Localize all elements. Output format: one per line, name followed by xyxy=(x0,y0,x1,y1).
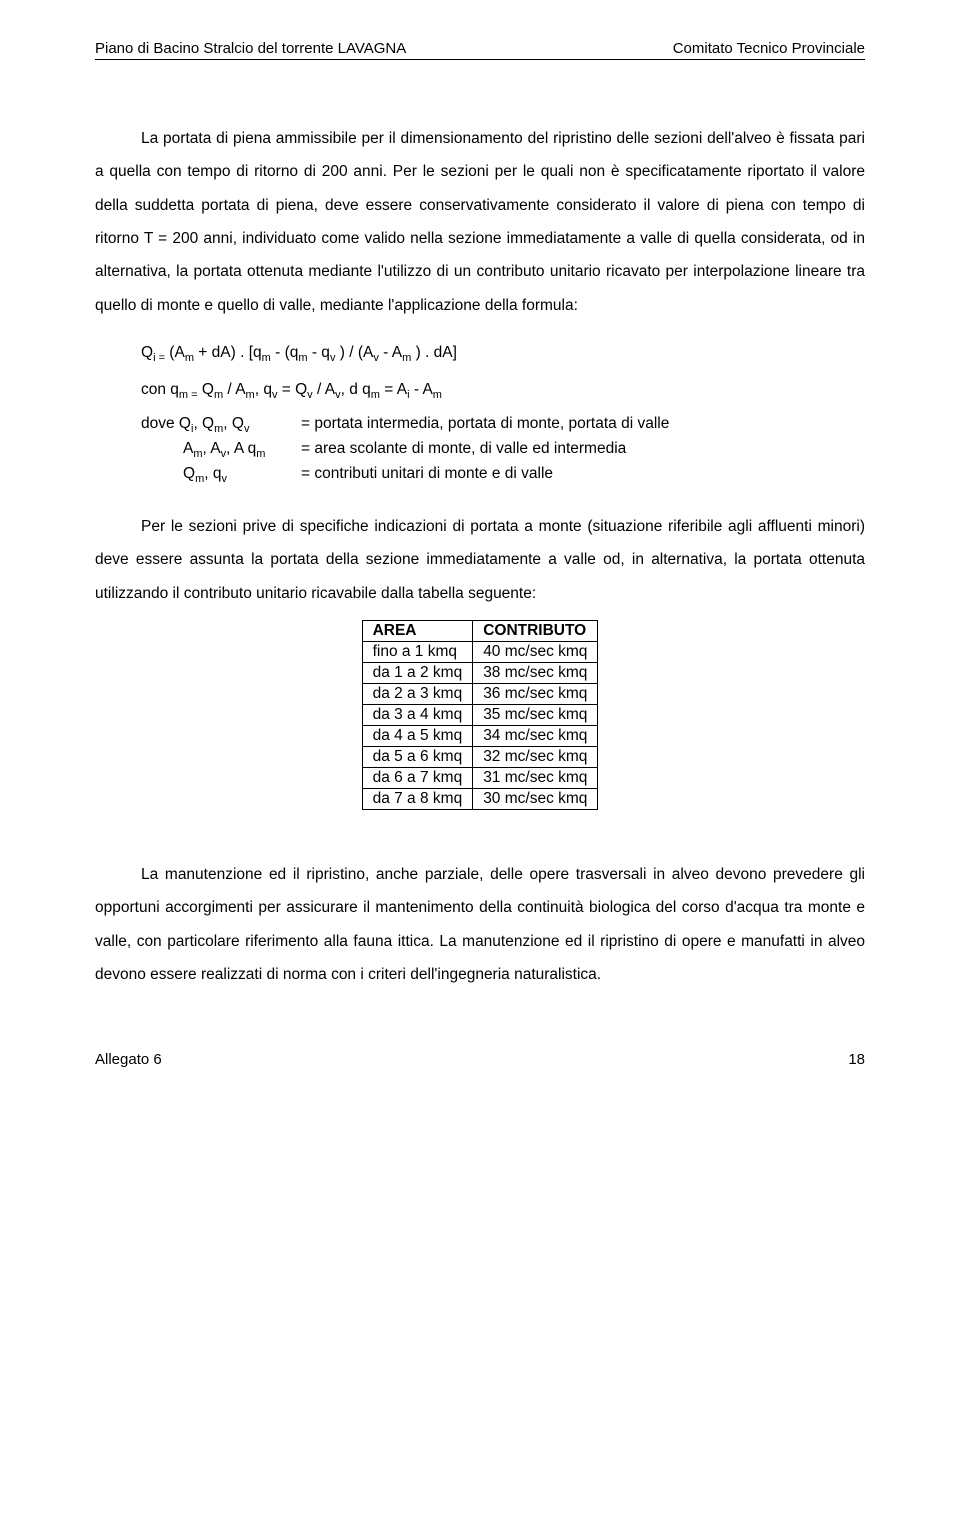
footer-right: 18 xyxy=(848,1051,865,1068)
table-cell-area: da 2 a 3 kmq xyxy=(362,683,473,704)
area-contributo-table: AREA CONTRIBUTO fino a 1 kmq40 mc/sec km… xyxy=(362,620,599,810)
table-header-contrib: CONTRIBUTO xyxy=(473,620,598,641)
paragraph-1: La portata di piena ammissibile per il d… xyxy=(95,122,865,322)
header-left: Piano di Bacino Stralcio del torrente LA… xyxy=(95,40,406,57)
table-cell-contrib: 36 mc/sec kmq xyxy=(473,683,598,704)
defs-row: dove Qi, Qm, Qv = portata intermedia, po… xyxy=(141,413,865,438)
table-cell-area: da 5 a 6 kmq xyxy=(362,746,473,767)
table-row: da 5 a 6 kmq32 mc/sec kmq xyxy=(362,746,598,767)
table-header-area: AREA xyxy=(362,620,473,641)
page-footer: Allegato 6 18 xyxy=(95,1051,865,1068)
paragraph-3: La manutenzione ed il ripristino, anche … xyxy=(95,858,865,991)
footer-left: Allegato 6 xyxy=(95,1051,162,1068)
table-row: da 3 a 4 kmq35 mc/sec kmq xyxy=(362,704,598,725)
table-cell-contrib: 40 mc/sec kmq xyxy=(473,641,598,662)
defs-row: Am, Av, A qm = area scolante di monte, d… xyxy=(141,438,865,463)
table-cell-contrib: 32 mc/sec kmq xyxy=(473,746,598,767)
paragraph-2: Per le sezioni prive di specifiche indic… xyxy=(95,510,865,610)
table-row: da 4 a 5 kmq34 mc/sec kmq xyxy=(362,725,598,746)
defs-right: = contributi unitari di monte e di valle xyxy=(301,463,865,488)
table-row: da 7 a 8 kmq30 mc/sec kmq xyxy=(362,788,598,809)
table-row: da 2 a 3 kmq36 mc/sec kmq xyxy=(362,683,598,704)
table-cell-area: da 4 a 5 kmq xyxy=(362,725,473,746)
table-row: da 6 a 7 kmq31 mc/sec kmq xyxy=(362,767,598,788)
table-cell-contrib: 34 mc/sec kmq xyxy=(473,725,598,746)
defs-row: Qm, qv = contributi unitari di monte e d… xyxy=(141,463,865,488)
table-cell-area: da 6 a 7 kmq xyxy=(362,767,473,788)
definitions-block: dove Qi, Qm, Qv = portata intermedia, po… xyxy=(141,413,865,488)
table-cell-area: fino a 1 kmq xyxy=(362,641,473,662)
defs-left: Am, Av, A qm xyxy=(141,438,301,463)
table-row: fino a 1 kmq40 mc/sec kmq xyxy=(362,641,598,662)
formula-q: Qi = (Am + dA) . [qm - (qm - qv ) / (Av … xyxy=(141,338,865,370)
table-header-row: AREA CONTRIBUTO xyxy=(362,620,598,641)
area-contributo-table-wrap: AREA CONTRIBUTO fino a 1 kmq40 mc/sec km… xyxy=(95,620,865,810)
defs-right: = area scolante di monte, di valle ed in… xyxy=(301,438,865,463)
defs-right: = portata intermedia, portata di monte, … xyxy=(301,413,865,438)
table-body: fino a 1 kmq40 mc/sec kmqda 1 a 2 kmq38 … xyxy=(362,641,598,809)
table-cell-area: da 1 a 2 kmq xyxy=(362,662,473,683)
table-row: da 1 a 2 kmq38 mc/sec kmq xyxy=(362,662,598,683)
table-cell-contrib: 30 mc/sec kmq xyxy=(473,788,598,809)
defs-left: Qm, qv xyxy=(141,463,301,488)
table-cell-contrib: 38 mc/sec kmq xyxy=(473,662,598,683)
table-cell-contrib: 35 mc/sec kmq xyxy=(473,704,598,725)
table-cell-area: da 3 a 4 kmq xyxy=(362,704,473,725)
header-right: Comitato Tecnico Provinciale xyxy=(673,40,865,57)
page-header: Piano di Bacino Stralcio del torrente LA… xyxy=(95,40,865,60)
table-cell-contrib: 31 mc/sec kmq xyxy=(473,767,598,788)
formula-con: con qm = Qm / Am, qv = Qv / Av, d qm = A… xyxy=(141,375,865,407)
table-cell-area: da 7 a 8 kmq xyxy=(362,788,473,809)
defs-left: dove Qi, Qm, Qv xyxy=(141,413,301,438)
